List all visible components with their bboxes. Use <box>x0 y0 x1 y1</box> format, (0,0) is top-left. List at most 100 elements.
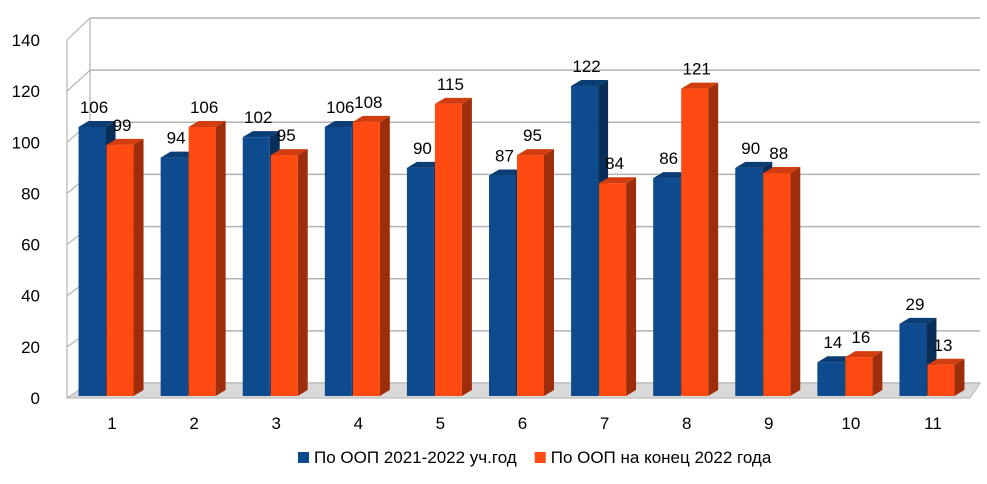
bar-top <box>242 131 280 138</box>
data-label: 16 <box>851 328 870 347</box>
bar-front <box>106 144 134 396</box>
data-label: 87 <box>495 147 514 166</box>
bar <box>599 177 637 396</box>
data-label: 106 <box>190 98 218 117</box>
bar <box>434 97 472 396</box>
bar-front <box>763 172 791 396</box>
bar-side <box>708 82 719 396</box>
legend: По ООП 2021-2022 уч.год По ООП на конец 2… <box>298 448 772 467</box>
bar-top <box>653 172 691 179</box>
x-tick-label: 5 <box>436 414 445 433</box>
bar <box>270 149 308 396</box>
bar-front <box>571 86 599 397</box>
data-label: 106 <box>80 98 108 117</box>
bar-top <box>899 317 937 324</box>
data-label: 99 <box>113 116 132 135</box>
data-label: 122 <box>572 57 600 76</box>
bar-top <box>188 120 226 127</box>
bar-front <box>406 167 434 396</box>
bars-layer <box>78 80 965 397</box>
bar <box>352 115 390 396</box>
data-label: 29 <box>905 295 924 314</box>
y-tick-label: 140 <box>12 31 40 50</box>
bar-front <box>817 362 845 396</box>
bar-front <box>188 126 216 396</box>
y-tick-label: 100 <box>12 133 40 152</box>
data-label: 121 <box>682 60 710 79</box>
bar-front <box>517 155 544 396</box>
bar-side <box>790 166 801 396</box>
legend-swatch <box>298 452 309 463</box>
x-tick-label: 8 <box>682 414 691 433</box>
bar <box>845 351 883 396</box>
bar-front <box>78 126 106 396</box>
bar-side <box>872 351 883 396</box>
legend-label: По ООП 2021-2022 уч.год <box>314 448 517 467</box>
bar-front <box>735 167 763 396</box>
axis-layer: 0 20 40 60 80 100 120 140 1 2 3 4 5 6 7 8 9 10 11 <box>12 31 942 433</box>
bar-top <box>160 151 198 158</box>
data-label: 102 <box>244 108 272 127</box>
legend-swatch <box>534 452 546 463</box>
bar-front <box>845 357 873 396</box>
data-label: 14 <box>823 333 842 352</box>
y-tick-label: 40 <box>21 287 40 306</box>
bar-top <box>599 177 637 184</box>
x-tick-label: 6 <box>518 414 527 433</box>
y-tick-label: 60 <box>21 236 40 255</box>
bar-top <box>78 120 116 127</box>
y-tick-label: 120 <box>12 82 40 101</box>
bar-front <box>242 137 270 396</box>
gridline-side <box>66 69 91 92</box>
gridline-side <box>66 17 91 41</box>
bar-front <box>927 364 955 396</box>
x-tick-label: 2 <box>189 414 198 433</box>
bar-top <box>735 161 773 168</box>
bar <box>106 138 144 397</box>
bar-front <box>681 88 709 396</box>
bar-top <box>324 120 362 127</box>
x-tick-label: 1 <box>107 414 116 433</box>
x-tick-label: 7 <box>600 414 609 433</box>
bar-side <box>133 138 144 397</box>
bar-top <box>489 169 526 176</box>
data-label: 94 <box>167 129 186 148</box>
data-label: 84 <box>605 154 624 173</box>
bar-front <box>352 121 380 396</box>
data-label: 106 <box>326 98 354 117</box>
x-tick-label: 11 <box>924 414 942 433</box>
bar-top <box>270 149 308 156</box>
data-label: 108 <box>354 93 382 112</box>
data-label: 115 <box>437 75 464 94</box>
bar-side <box>379 115 390 396</box>
bar-front <box>653 178 681 396</box>
bar-front <box>270 155 298 396</box>
bar-front <box>899 323 927 396</box>
bar-top <box>571 80 609 87</box>
bar-front <box>489 175 516 396</box>
bar-side <box>626 177 637 396</box>
bar-top <box>681 82 719 89</box>
y-tick-label: 20 <box>21 338 40 357</box>
x-tick-label: 10 <box>841 414 860 433</box>
bar-top <box>763 166 801 173</box>
x-tick-label: 3 <box>271 414 280 433</box>
bar <box>517 149 554 396</box>
bar <box>188 120 226 396</box>
bar-top <box>434 97 472 104</box>
bar-top <box>517 149 554 156</box>
data-label: 90 <box>741 139 760 158</box>
bar-front <box>434 103 462 396</box>
bar-side <box>297 149 308 396</box>
bar <box>763 166 801 396</box>
x-tick-label: 9 <box>764 414 773 433</box>
bar-side <box>544 149 554 396</box>
bar-front <box>599 183 627 396</box>
data-label: 95 <box>523 126 542 145</box>
bar <box>681 82 719 396</box>
bar-top <box>817 356 855 363</box>
y-tick-label: 0 <box>31 389 40 408</box>
bar-top <box>406 161 444 168</box>
